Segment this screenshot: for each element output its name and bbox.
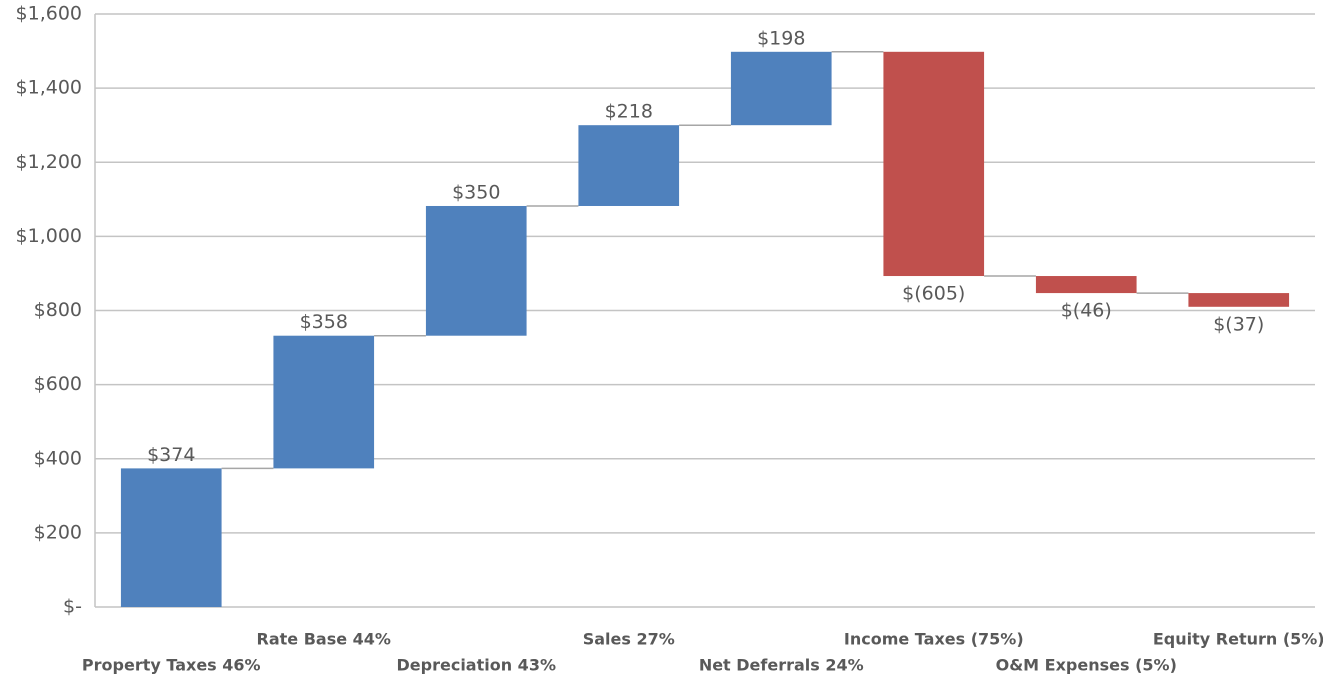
y-tick-label: $600 — [34, 373, 82, 395]
x-tick-label: O&M Expenses (5%) — [996, 656, 1177, 675]
x-tick-label: Net Deferrals 24% — [699, 656, 864, 675]
bar — [730, 51, 832, 126]
value-label: $350 — [452, 181, 500, 203]
value-label: $(37) — [1213, 313, 1264, 335]
x-tick-label: Equity Return (5%) — [1153, 630, 1323, 649]
x-tick-label: Rate Base 44% — [257, 630, 391, 649]
value-label: $218 — [605, 101, 653, 123]
value-label: $(46) — [1061, 300, 1112, 322]
x-tick-label: Property Taxes 46% — [82, 656, 261, 675]
y-tick-label: $400 — [34, 447, 82, 469]
value-label: $198 — [757, 27, 805, 49]
y-tick-label: $1,000 — [16, 225, 82, 247]
y-tick-label: $200 — [34, 521, 82, 543]
x-tick-label: Sales 27% — [583, 630, 675, 649]
y-tick-label: $1,600 — [16, 3, 82, 25]
bar — [578, 125, 680, 206]
y-tick-label: $1,400 — [16, 77, 82, 99]
bar — [1035, 276, 1137, 294]
bar — [883, 51, 985, 277]
value-label: $(605) — [902, 283, 965, 305]
y-tick-label: $- — [63, 596, 82, 618]
x-tick-label: Income Taxes (75%) — [844, 630, 1024, 649]
bar — [120, 468, 222, 607]
x-tick-label: Depreciation 43% — [397, 656, 556, 675]
value-label: $374 — [147, 444, 195, 466]
y-tick-label: $1,200 — [16, 151, 82, 173]
bar — [273, 335, 375, 469]
value-label: $358 — [300, 311, 348, 333]
bar — [1188, 293, 1290, 307]
bar — [425, 205, 527, 336]
y-tick-label: $800 — [34, 299, 82, 321]
